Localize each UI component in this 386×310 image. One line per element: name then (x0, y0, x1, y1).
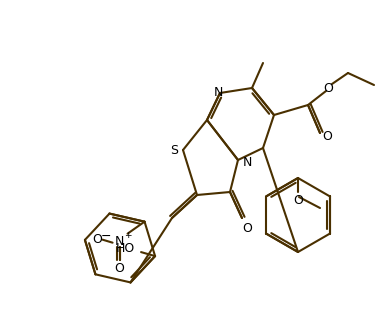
Text: −: − (100, 230, 111, 243)
Text: +: + (124, 231, 131, 240)
Text: O: O (323, 82, 333, 95)
Text: O: O (322, 131, 332, 144)
Text: N: N (213, 86, 223, 99)
Text: N: N (242, 156, 252, 169)
Text: S: S (170, 144, 178, 157)
Text: O: O (115, 262, 125, 275)
Text: HO: HO (115, 241, 135, 255)
Text: N: N (115, 235, 124, 248)
Text: O: O (293, 193, 303, 206)
Text: O: O (93, 233, 103, 246)
Text: O: O (242, 223, 252, 236)
